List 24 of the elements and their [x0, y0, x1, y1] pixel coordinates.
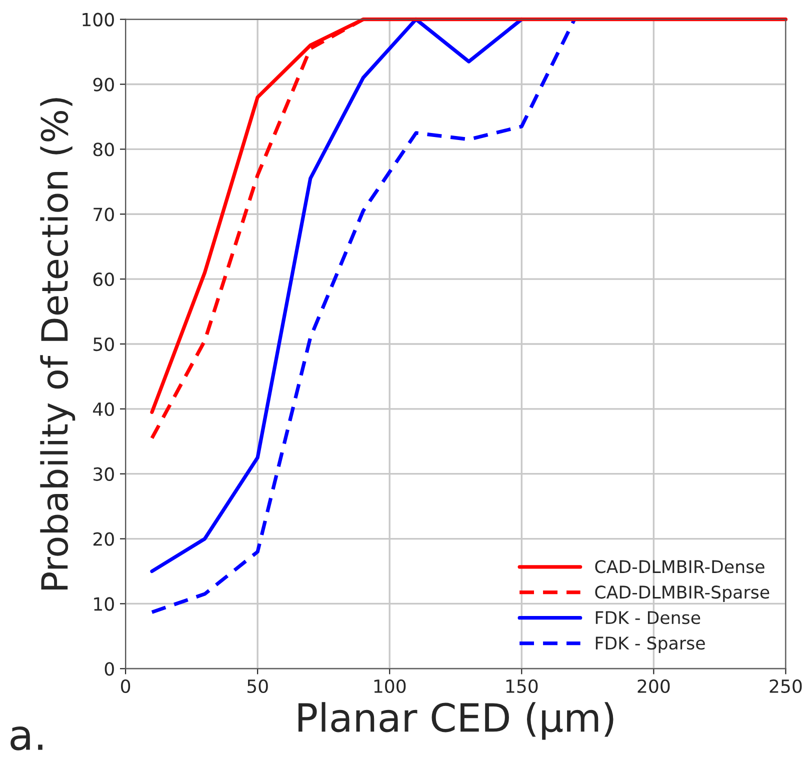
x-tick-label: 50	[247, 679, 268, 694]
legend-label: CAD-DLMBIR-Sparse	[595, 586, 770, 602]
x-tick-label: 100	[374, 679, 406, 694]
y-tick-label: 80	[93, 142, 114, 156]
y-tick-label: 0	[104, 662, 114, 676]
x-tick-label: 0	[120, 679, 130, 694]
y-tick-label: 20	[93, 532, 114, 546]
y-tick-label: 60	[93, 272, 114, 286]
y-tick-label: 30	[94, 467, 114, 481]
y-tick-label: 90	[93, 78, 114, 92]
x-tick-label: 250	[770, 679, 802, 694]
y-tick-label: 40	[93, 402, 114, 416]
y-axis-title: Probability of Detection (%)	[40, 98, 76, 590]
legend-label: FDK - Dense	[596, 611, 700, 624]
legend-label: FDK - Sparse	[596, 636, 705, 654]
y-tick-label: 100	[82, 12, 114, 26]
x-tick-label: 200	[638, 679, 670, 694]
x-axis-title: Planar CED (µm)	[298, 702, 614, 740]
legend-label: CAD-DLMBIR-Dense	[595, 560, 764, 574]
text: a.	[10, 726, 42, 750]
x-tick-label: 150	[506, 679, 538, 694]
y-tick-label: 70	[94, 208, 114, 222]
y-tick-label: 10	[94, 597, 114, 611]
y-tick-label: 50	[94, 337, 114, 352]
